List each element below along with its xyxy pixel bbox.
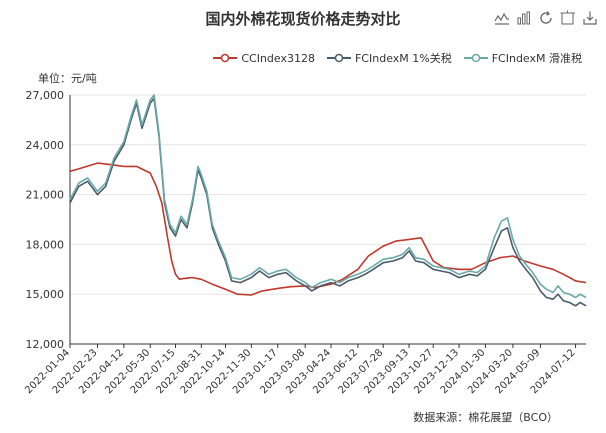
legend-swatch-fcindex-1pct	[326, 53, 351, 63]
line-chart-icon[interactable]	[494, 10, 510, 26]
data-source-label: 数据来源：棉花展望（BCO）	[413, 411, 558, 424]
bar-chart-icon[interactable]	[516, 10, 532, 26]
y-tick-label: 24,000	[26, 139, 65, 152]
y-tick-label: 21,000	[26, 189, 65, 202]
y-tick-label: 15,000	[26, 288, 65, 301]
restore-icon[interactable]	[538, 10, 554, 26]
series-line-2	[69, 94, 587, 299]
legend-item-fcindex-1pct[interactable]: FCIndexM 1%关税	[326, 50, 452, 66]
legend-item-ccindex[interactable]: CCIndex3128	[213, 52, 315, 65]
legend-swatch-ccindex	[213, 53, 238, 63]
y-tick-label: 12,000	[26, 338, 65, 351]
data-view-icon[interactable]	[560, 10, 576, 26]
series-line-1	[69, 97, 587, 307]
legend-label-fcindex-1pct: FCIndexM 1%关税	[354, 52, 452, 65]
series-line-0	[69, 162, 587, 296]
save-image-icon[interactable]	[582, 10, 598, 26]
y-tick-label: 18,000	[26, 238, 65, 251]
legend-label-ccindex: CCIndex3128	[241, 51, 315, 65]
chart-title: 国内外棉花现货价格走势对比	[205, 10, 401, 28]
chart-legend: CCIndex3128 FCIndexM 1%关税 FCIndexM 滑准税	[213, 50, 582, 66]
y-axis-unit-label: 单位：元/吨	[38, 72, 97, 85]
legend-item-fcindex-sliding[interactable]: FCIndexM 滑准税	[463, 50, 582, 66]
legend-label-fcindex-sliding: FCIndexM 滑准税	[491, 52, 582, 65]
legend-swatch-fcindex-sliding	[463, 53, 488, 63]
chart-toolbox	[494, 10, 598, 26]
y-tick-label: 27,000	[26, 89, 65, 102]
